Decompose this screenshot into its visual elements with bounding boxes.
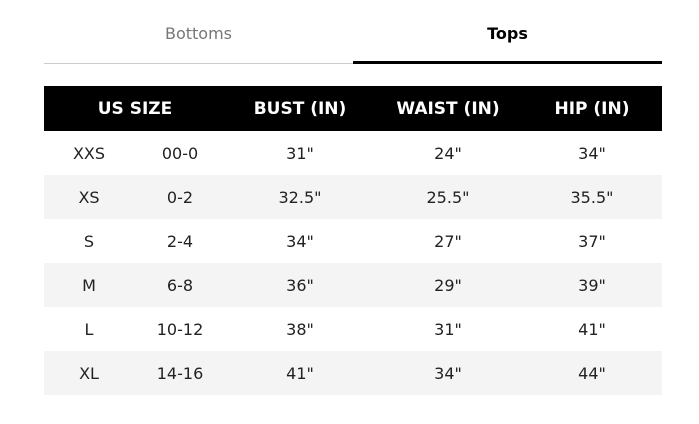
- us-size-cell: 2-4: [166, 231, 194, 251]
- waist-cell: 27": [434, 231, 462, 251]
- hip-cell: 39": [522, 263, 662, 307]
- hip-cell: 35.5": [522, 175, 662, 219]
- table-row: L 10-12 38" 31" 41": [44, 307, 662, 351]
- size-label-cell: XS: [44, 175, 134, 219]
- header-hip: HIP (IN): [522, 86, 662, 131]
- bust-cell: 38": [286, 319, 314, 339]
- size-label-cell: XL: [44, 351, 134, 395]
- size-tabs: Bottoms Tops: [44, 14, 662, 64]
- table-row: XXS 00-0 31" 24" 34": [44, 131, 662, 175]
- bust-cell: 41": [226, 351, 374, 395]
- waist-cell: 31": [434, 319, 462, 339]
- us-size-cell: 10-12: [156, 319, 204, 339]
- size-chart-table: US SIZE BUST (IN) WAIST (IN) HIP (IN) XX…: [44, 86, 662, 395]
- waist-cell: 29": [374, 263, 522, 307]
- size-label-cell: XXS: [72, 143, 106, 163]
- waist-cell: 34": [374, 351, 522, 395]
- size-label-cell: L: [84, 319, 94, 339]
- header-waist: WAIST (IN): [374, 86, 522, 131]
- table-row: M 6-8 36" 29" 39": [44, 263, 662, 307]
- waist-cell: 25.5": [374, 175, 522, 219]
- header-bust: BUST (IN): [226, 86, 374, 131]
- table-row: XS 0-2 32.5" 25.5" 35.5": [44, 175, 662, 219]
- table-row: XL 14-16 41" 34" 44": [44, 351, 662, 395]
- us-size-cell: 0-2: [134, 175, 226, 219]
- bust-cell: 34": [286, 231, 314, 251]
- size-label-cell: S: [83, 231, 95, 251]
- bust-cell: 31": [286, 143, 314, 163]
- header-us-size: US SIZE: [44, 86, 226, 131]
- bust-cell: 32.5": [226, 175, 374, 219]
- tab-tops[interactable]: Tops: [353, 14, 662, 64]
- us-size-cell: 14-16: [134, 351, 226, 395]
- waist-cell: 24": [434, 143, 462, 163]
- bust-cell: 36": [226, 263, 374, 307]
- hip-cell: 41": [578, 319, 606, 339]
- table-row: S 2-4 34" 27" 37": [44, 219, 662, 263]
- size-label-cell: M: [44, 263, 134, 307]
- hip-cell: 44": [522, 351, 662, 395]
- us-size-cell: 6-8: [134, 263, 226, 307]
- table-header: US SIZE BUST (IN) WAIST (IN) HIP (IN): [44, 86, 662, 131]
- hip-cell: 37": [578, 231, 606, 251]
- us-size-cell: 00-0: [161, 143, 199, 163]
- hip-cell: 34": [578, 143, 606, 163]
- tab-bottoms[interactable]: Bottoms: [44, 14, 353, 64]
